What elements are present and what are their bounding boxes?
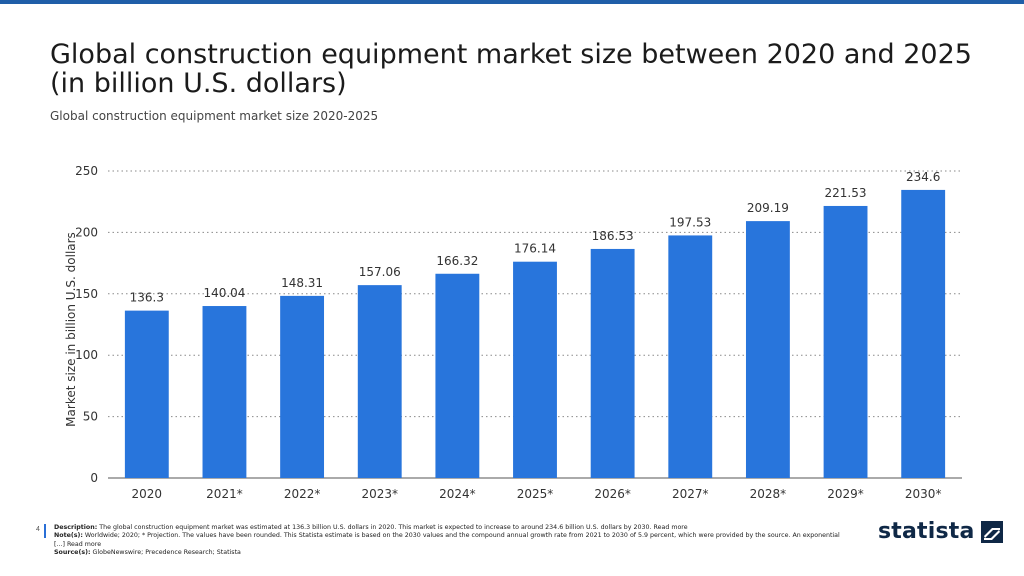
y-axis-label: Market size in billion U.S. dollars [64, 232, 78, 427]
description-text: The global construction equipment market… [99, 524, 652, 531]
description-label: Description: [54, 524, 98, 531]
x-tick-label: 2029* [827, 487, 864, 501]
data-label: 166.32 [436, 254, 478, 268]
footer-notes: Description: The global construction equ… [54, 524, 844, 558]
bar [357, 285, 402, 478]
data-label: 186.53 [592, 229, 634, 243]
notes-text: Worldwide; 2020; * Projection. The value… [54, 532, 840, 548]
logo-wordmark: statista [878, 519, 975, 544]
data-label: 221.53 [825, 186, 867, 200]
x-tick-label: 2030* [905, 487, 942, 501]
data-label: 197.53 [669, 215, 711, 229]
sources-line: Source(s): GlobeNewswire; Precedence Res… [54, 549, 844, 557]
bar [513, 261, 557, 478]
description-line: Description: The global construction equ… [54, 524, 844, 532]
data-label: 209.19 [747, 201, 789, 215]
bar [823, 205, 868, 478]
y-tick-label: 150 [75, 287, 98, 301]
x-tick-label: 2027* [672, 487, 709, 501]
bar [668, 235, 713, 478]
x-tick-label: 2020 [132, 487, 163, 501]
data-label: 176.14 [514, 242, 556, 256]
bar [901, 189, 946, 478]
read-more-link-notes[interactable]: Read more [66, 540, 102, 548]
bar [280, 295, 325, 478]
top-accent-bar [0, 0, 1024, 4]
statista-logo[interactable]: statista [878, 519, 1003, 544]
x-tick-label: 2023* [361, 487, 398, 501]
page-number-divider [44, 524, 46, 538]
x-tick-label: 2022* [284, 487, 321, 501]
page-title: Global construction equipment market siz… [50, 39, 972, 99]
statista-logo-icon [980, 520, 1003, 543]
bar [435, 273, 480, 478]
data-label: 136.3 [130, 291, 164, 305]
y-tick-label: 100 [75, 348, 98, 362]
notes-label: Note(s): [54, 532, 83, 540]
data-label: 140.04 [203, 286, 245, 300]
x-tick-label: 2021* [206, 487, 243, 501]
notes-line: Note(s): Worldwide; 2020; * Projection. … [54, 532, 844, 549]
page-number: 4 [36, 526, 40, 533]
data-label: 234.6 [906, 170, 940, 184]
bar [202, 306, 247, 478]
data-label: 148.31 [281, 276, 323, 290]
x-tick-label: 2024* [439, 487, 476, 501]
x-tick-label: 2028* [750, 487, 787, 501]
y-tick-label: 0 [90, 471, 98, 485]
bar [590, 248, 635, 478]
x-tick-label: 2026* [594, 487, 631, 501]
bar [124, 310, 169, 478]
read-more-link-description[interactable]: Read more [653, 524, 688, 531]
x-tick-label: 2025* [517, 487, 554, 501]
bar [745, 221, 790, 478]
sources-label: Source(s): [54, 549, 91, 557]
sources-text: GlobeNewswire; Precedence Research; Stat… [92, 549, 241, 557]
y-tick-label: 200 [75, 225, 98, 239]
bar-chart: 0 50 100 150 200 250 Market size in billion U.… [64, 164, 962, 501]
y-tick-label: 250 [75, 164, 98, 178]
chart-subtitle: Global construction equipment market siz… [50, 109, 379, 123]
data-label: 157.06 [359, 265, 401, 279]
y-tick-label: 50 [83, 410, 98, 424]
